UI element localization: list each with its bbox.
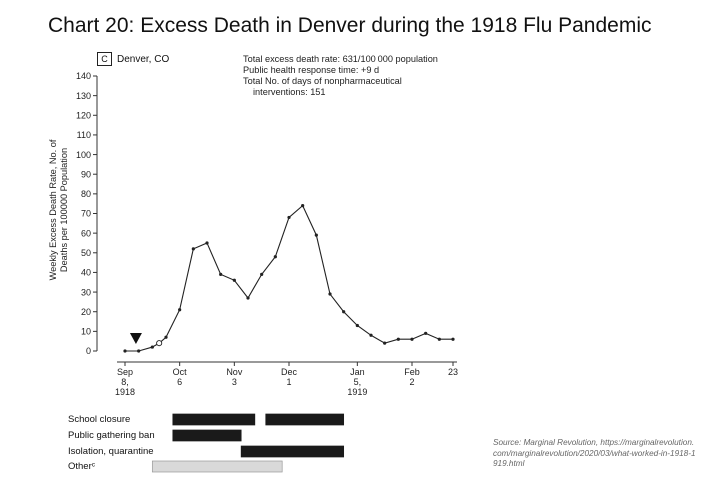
- y-tick-label: 130: [76, 91, 91, 101]
- y-tick-label: 10: [81, 327, 91, 337]
- x-tick-label: 3: [232, 377, 237, 387]
- y-tick-label: 120: [76, 110, 91, 120]
- data-point: [437, 337, 441, 341]
- data-point: [396, 337, 400, 341]
- x-tick-label: 1918: [115, 387, 135, 397]
- x-tick-label: Feb: [404, 367, 420, 377]
- source-note: Source: Marginal Revolution, https://mar…: [493, 438, 696, 468]
- data-point: [246, 296, 250, 300]
- data-point: [287, 215, 291, 220]
- data-point: [451, 337, 455, 341]
- label-school-closure: School closure: [68, 414, 131, 425]
- chart-title: Chart 20: Excess Death in Denver during …: [48, 14, 652, 37]
- x-tick-label: 1919: [347, 387, 367, 397]
- intervention-bar: [151, 460, 283, 473]
- y-tick-label: 110: [77, 130, 91, 140]
- stat-response-time: Public health response time: +9 d: [243, 65, 380, 75]
- data-point: [164, 335, 168, 339]
- x-tick-label: Jan: [350, 367, 365, 377]
- y-tick-label: 50: [81, 248, 91, 258]
- y-tick-label: 20: [81, 307, 91, 317]
- data-point: [123, 349, 127, 353]
- data-point: [410, 337, 414, 341]
- x-tick-label: Sep: [117, 367, 133, 377]
- intervention-bar: [172, 429, 242, 442]
- y-tick-label: 90: [81, 169, 91, 179]
- y-tick-label: 40: [81, 268, 91, 278]
- data-point: [178, 308, 182, 312]
- stat-intervention-days: Total No. of days of nonpharmaceutical: [243, 76, 402, 86]
- y-tick-label: 70: [81, 209, 91, 219]
- data-point-open: [156, 340, 163, 347]
- label-isolation-quarantine: Isolation, quarantine: [68, 446, 154, 457]
- data-point: [205, 241, 209, 245]
- y-tick-label: 60: [81, 228, 91, 238]
- data-point: [301, 204, 305, 208]
- y-tick-label: 140: [76, 71, 91, 81]
- x-tick-label: 1: [286, 377, 291, 387]
- intervention-bar: [172, 413, 256, 426]
- data-point: [328, 292, 332, 296]
- y-tick-label: 0: [86, 346, 91, 356]
- x-tick-label: 5,: [354, 377, 362, 387]
- y-tick-label: 80: [81, 189, 91, 199]
- y-tick-label: 30: [81, 287, 91, 297]
- y-tick-label: 100: [76, 150, 91, 160]
- x-tick-label: Oct: [173, 367, 188, 377]
- data-point: [219, 272, 223, 276]
- data-point: [191, 247, 195, 251]
- x-tick-label: 6: [177, 377, 182, 387]
- data-point: [137, 349, 141, 353]
- series-line: [125, 204, 453, 352]
- x-tick-label: Dec: [281, 367, 298, 377]
- x-tick-label: Nov: [226, 367, 243, 377]
- data-point: [260, 272, 264, 276]
- x-tick-label: 8,: [121, 377, 129, 387]
- data-point: [150, 345, 154, 349]
- label-other: Otherᶜ: [68, 461, 96, 472]
- stat-excess-death-rate: Total excess death rate: 631/100 000 pop…: [243, 54, 438, 64]
- intervention-bar: [265, 413, 345, 426]
- panel-letter: C: [97, 52, 112, 66]
- response-marker: [129, 333, 142, 344]
- intervention-bar: [240, 445, 345, 458]
- x-tick-label: 23: [448, 367, 458, 377]
- data-point: [369, 333, 373, 337]
- x-tick-label: 2: [409, 377, 414, 387]
- data-point: [314, 233, 318, 237]
- data-point: [424, 331, 428, 335]
- data-point: [383, 341, 387, 345]
- stats-annotation: Total excess death rate: 631/100 000 pop…: [243, 54, 438, 98]
- data-point: [355, 323, 359, 328]
- panel-tag: C Denver, CO: [97, 52, 169, 66]
- panel-location: Denver, CO: [117, 53, 170, 65]
- data-point: [342, 310, 346, 314]
- data-point: [273, 255, 277, 259]
- label-public-gathering-ban: Public gathering ban: [68, 430, 155, 441]
- data-point: [232, 278, 236, 282]
- stat-intervention-days-cont: interventions: 151: [253, 87, 326, 97]
